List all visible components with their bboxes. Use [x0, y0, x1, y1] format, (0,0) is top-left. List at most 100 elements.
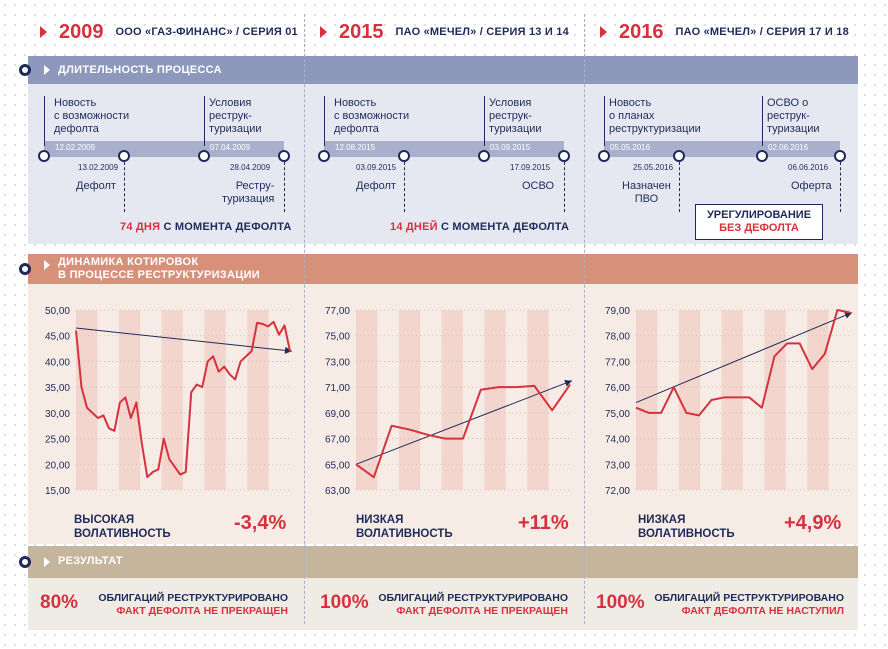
timeline-date: 17.09.2015	[510, 163, 551, 172]
timeline-date: 25.05.2016	[633, 163, 674, 172]
timeline-top-label: Новость с возможности дефолта	[54, 97, 130, 135]
chart-stripe	[398, 310, 421, 490]
y-tick-label: 50,00	[45, 306, 70, 317]
chart-stripe	[484, 310, 506, 490]
duration-band: ДЛИТЕЛЬНОСТЬ ПРОЦЕССА	[28, 56, 858, 84]
timeline-top-label: Условия реструк-туризации	[209, 97, 262, 135]
y-tick-label: 67,00	[325, 435, 350, 446]
timeline-date: 28.04.2009	[230, 163, 271, 172]
y-tick-label: 76,00	[605, 383, 630, 394]
timeline-bottom-label: Оферта	[791, 180, 832, 192]
y-tick-label: 20,00	[45, 460, 70, 471]
y-tick-label: 71,00	[325, 383, 350, 394]
timeline-connector	[284, 162, 285, 212]
y-tick-label: 77,00	[605, 357, 630, 368]
timeline-top-label: ОСВО о реструк-туризации	[767, 97, 820, 135]
volatility-label: НИЗКАЯ ВОЛАТИВНОСТЬ	[638, 514, 735, 540]
timeline-connector	[404, 162, 405, 212]
issuer-label: ПАО «МЕЧЕЛ» / СЕРИЯ 13 И 14	[395, 26, 569, 38]
result-line2: ФАКТ ДЕФОЛТА НЕ НАСТУПИЛ	[681, 605, 844, 617]
y-tick-label: 35,00	[45, 383, 70, 394]
timeline-connector	[204, 96, 205, 146]
chart-stripe	[76, 310, 98, 490]
chart-stripe	[721, 310, 743, 490]
chart-stripe	[204, 310, 226, 490]
arrow-icon	[44, 557, 50, 567]
result-line1: ОБЛИГАЦИЙ РЕСТРУКТУРИРОВАНО	[654, 592, 844, 604]
timeline-bar	[324, 141, 564, 157]
dynamics-title-l1: ДИНАМИКА КОТИРОВОК	[58, 256, 199, 268]
volatility-label: ВЫСОКАЯ ВОЛАТИВНОСТЬ	[74, 514, 171, 540]
timeline-bar	[44, 141, 284, 157]
y-tick-label: 75,00	[605, 409, 630, 420]
dynamics-band: ДИНАМИКА КОТИРОВОК В ПРОЦЕССЕ РЕСТРУКТУР…	[28, 254, 858, 284]
chart-stripe	[678, 310, 701, 490]
timeline-node-icon	[398, 150, 410, 162]
result-line1: ОБЛИГАЦИЙ РЕСТРУКТУРИРОВАНО	[378, 592, 568, 604]
timeline-node-icon	[198, 150, 210, 162]
trend-line	[635, 312, 853, 404]
chart-stripe	[441, 310, 463, 490]
trend-arrow-icon	[564, 379, 572, 387]
y-tick-label: 73,00	[605, 460, 630, 471]
arrow-icon	[320, 26, 327, 38]
price-series-line	[635, 309, 851, 417]
timeline-date: 03.09.2015	[356, 163, 397, 172]
timeline-connector	[484, 96, 485, 146]
timeline-date: 12.02.2009	[55, 143, 96, 152]
timeline-connector	[324, 96, 325, 146]
timeline-connector	[604, 96, 605, 146]
result-percent: 100%	[320, 592, 369, 613]
chart-stripe	[636, 310, 658, 490]
timeline-bottom-label: Дефолт	[76, 180, 116, 192]
timeline-node-icon	[478, 150, 490, 162]
y-tick-label: 45,00	[45, 332, 70, 343]
trend-line	[75, 327, 293, 352]
y-tick-label: 78,00	[605, 332, 630, 343]
duration-title: ДЛИТЕЛЬНОСТЬ ПРОЦЕССА	[58, 64, 222, 76]
timeline-connector	[679, 162, 680, 212]
timeline-node-icon	[558, 150, 570, 162]
year-label: 2016	[619, 20, 664, 43]
chart-stripe	[118, 310, 141, 490]
dynamics-title-l2: В ПРОЦЕССЕ РЕСТРУКТУРИЗАЦИИ	[58, 269, 260, 281]
chart-stripe	[807, 310, 829, 490]
section-marker-icon	[19, 556, 31, 568]
timeline-date: 07.04.2009	[210, 143, 251, 152]
chart-stripe	[527, 310, 549, 490]
y-tick-label: 69,00	[325, 409, 350, 420]
result-line2: ФАКТ ДЕФОЛТА НЕ ПРЕКРАЩЕН	[396, 605, 568, 617]
price-series-line	[355, 384, 571, 479]
price-change: -3,4%	[234, 512, 287, 534]
result-panel-bg	[28, 578, 858, 630]
timeline-summary: 14 ДНЕЙ С МОМЕНТА ДЕФОЛТА	[390, 221, 570, 233]
timeline-date: 05.05.2016	[610, 143, 651, 152]
column-header-2015: 2015 ПАО «МЕЧЕЛ» / СЕРИЯ 13 И 14	[320, 18, 569, 46]
volatility-label: НИЗКАЯ ВОЛАТИВНОСТЬ	[356, 514, 453, 540]
timeline-date: 02.06.2016	[768, 143, 809, 152]
timeline-node-icon	[38, 150, 50, 162]
timeline-date: 13.02.2009	[78, 163, 119, 172]
price-series-line	[75, 320, 291, 479]
timeline-top-label: Новость с возможности дефолта	[334, 97, 410, 135]
timeline-node-icon	[673, 150, 685, 162]
y-tick-label: 79,00	[605, 306, 630, 317]
timeline-top-label: Новость о планах реструктуризации	[609, 97, 701, 135]
y-tick-label: 63,00	[325, 486, 350, 497]
chart-stripe	[356, 310, 378, 490]
timeline-connector	[44, 96, 45, 146]
timeline-connector	[124, 162, 125, 212]
timeline-bar	[604, 141, 840, 157]
trend-line	[355, 380, 573, 465]
timeline-bottom-label: Назначен ПВО	[622, 180, 671, 205]
y-tick-label: 72,00	[605, 486, 630, 497]
timeline-date: 06.06.2016	[788, 163, 829, 172]
year-label: 2015	[339, 20, 384, 43]
y-tick-label: 74,00	[605, 435, 630, 446]
result-percent: 80%	[40, 592, 79, 613]
timeline-connector	[762, 96, 763, 146]
price-chart-2015: 77,00 75,00 73,00 71,00 69,00 67,00 65,00 63,00	[325, 306, 573, 497]
timeline-connector	[564, 162, 565, 212]
timeline-bottom-label: Рестру-туризация	[222, 180, 275, 205]
price-chart-2009: 50,00 45,00 40,00 35,00 30,00 25,00 20,00 15,00	[45, 306, 293, 497]
